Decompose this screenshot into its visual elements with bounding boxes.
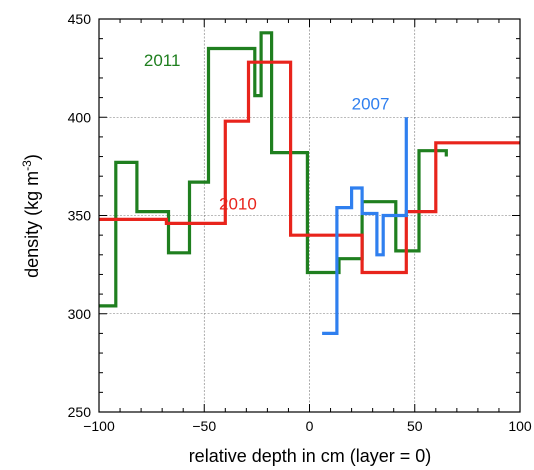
y-tick-label: 250 [68,404,92,420]
series-label-2010: 2010 [219,195,257,214]
x-axis-title: relative depth in cm (layer = 0) [189,446,432,466]
series-label-2007: 2007 [352,94,390,113]
x-tick-label: 0 [306,418,314,434]
axis-ticks [98,18,521,413]
y-tick-label: 400 [68,109,92,125]
tick-labels: −100 −50 0 50 100 250 300 350 400 450 [68,11,532,434]
y-axis-title: density (kg m-3) [20,154,42,278]
x-tick-label: 50 [407,418,423,434]
grid-lines [99,19,520,412]
y-tick-label: 300 [68,306,92,322]
y-tick-label: 450 [68,11,92,27]
x-tick-label: −50 [192,418,216,434]
y-axis-title-text: density (kg m [22,171,42,278]
series-line-2011 [99,31,448,308]
series-group [99,31,520,335]
x-tick-label: 100 [508,418,532,434]
series-labels: 2011 2010 2007 [144,51,390,213]
y-tick-label: 350 [68,208,92,224]
series-line-2007 [322,117,408,335]
y-axis-title-sup: -3 [20,160,34,171]
series-line-2010 [99,60,520,275]
x-tick-label: −100 [83,418,115,434]
y-axis-title-close: ) [22,154,42,160]
series-label-2011: 2011 [144,51,181,70]
